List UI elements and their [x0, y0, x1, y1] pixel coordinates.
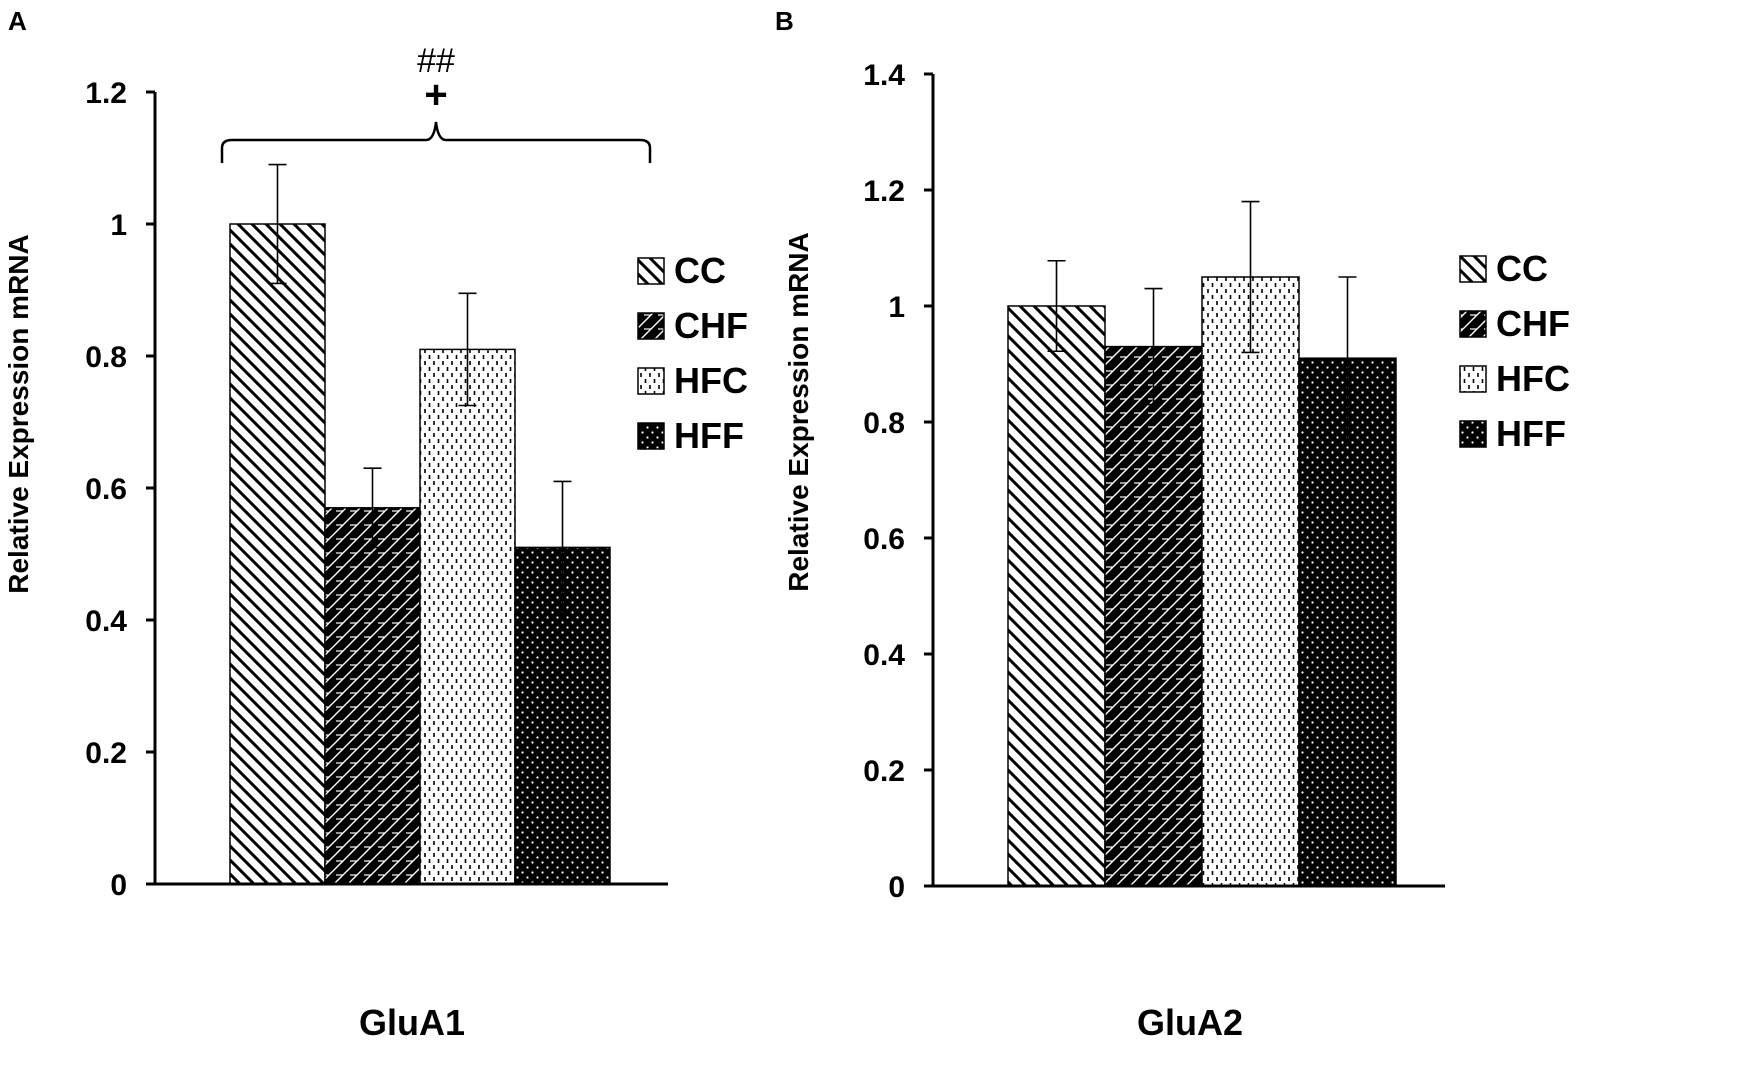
panel-b-legend-swatch-chf	[1459, 310, 1487, 338]
panel-b-y-tick-label: 0.2	[863, 755, 905, 788]
panel-a-y-tick-label: 1.2	[85, 77, 127, 110]
panel-a-legend-swatch-hfc	[637, 367, 665, 395]
panel-a-bar-hfc	[419, 348, 516, 885]
panel-b-legend-label-hfc: HFC	[1496, 358, 1570, 399]
panel-b-y-tick-label: 1.2	[863, 175, 905, 208]
panel-b-category-label: GluA2	[1137, 1002, 1243, 1043]
panel-b-y-tick-label: 0.8	[863, 407, 905, 440]
panel-a-y-tick-label: 0.6	[85, 473, 127, 506]
significance-hash: ##	[417, 42, 455, 80]
panel-b-y-tick-label: 0.6	[863, 523, 905, 556]
panel-b-label: B	[775, 6, 794, 36]
panel-b: B 0 0.2 0.4 0.6 0.8 1 1.2 1.4 Relative Expressi…	[775, 6, 1570, 1043]
panel-b-legend-swatch-cc	[1459, 255, 1487, 283]
panel-b-bar-cc	[1007, 305, 1106, 887]
panel-b-legend-label-cc: CC	[1496, 248, 1548, 289]
panel-a-legend-swatch-chf	[637, 312, 665, 340]
panel-a-legend-label-hff: HFF	[674, 415, 744, 456]
panel-a-y-tick-label: 1	[110, 209, 127, 242]
panel-a-legend: CC CHF HFC HFF	[637, 250, 748, 456]
panel-b-y-tick-label: 1	[888, 291, 905, 324]
panel-b-y-tick-label: 0.4	[863, 639, 905, 672]
significance-plus: +	[424, 73, 447, 117]
panel-a-y-tick-label: 0	[110, 869, 127, 902]
panel-b-plot: 0 0.2 0.4 0.6 0.8 1 1.2 1.4	[863, 59, 1445, 904]
panel-b-y-tick-label: 0	[888, 871, 905, 904]
panel-b-legend-swatch-hfc	[1459, 365, 1487, 393]
panel-b-legend-label-chf: CHF	[1496, 303, 1570, 344]
panel-b-bar-chf	[1104, 345, 1203, 887]
panel-b-ylabel: Relative Expression mRNA	[783, 232, 814, 591]
panel-a-bar-chf	[324, 507, 421, 885]
panel-a-label: A	[8, 6, 27, 36]
panel-a-category-label: GluA1	[359, 1002, 465, 1043]
significance-brace	[220, 121, 652, 163]
panel-a-y-tick-label: 0.8	[85, 341, 127, 374]
panel-a-legend-label-chf: CHF	[674, 305, 748, 346]
panel-a-y-tick-label: 0.2	[85, 737, 127, 770]
panel-a-legend-label-hfc: HFC	[674, 360, 748, 401]
panel-a-legend-swatch-cc	[637, 257, 665, 285]
panel-b-bar-hfc	[1201, 276, 1300, 887]
panel-b-legend-label-hff: HFF	[1496, 413, 1566, 454]
panel-a-bar-cc	[229, 223, 326, 885]
panel-b-legend-swatch-hff	[1459, 420, 1487, 448]
panel-b-legend: CC CHF HFC HFF	[1459, 248, 1570, 454]
panel-a: A 0 0.2 0.4 0.6 0.8 1 1.2 ## + Relative Expres…	[3, 6, 748, 1043]
panel-a-legend-swatch-hff	[637, 422, 665, 450]
panel-a-plot: 0 0.2 0.4 0.6 0.8 1 1.2	[85, 77, 668, 902]
panel-a-legend-label-cc: CC	[674, 250, 726, 291]
panel-a-ylabel: Relative Expression mRNA	[3, 234, 34, 593]
panel-b-y-tick-label: 1.4	[863, 59, 905, 92]
panel-a-y-tick-label: 0.4	[85, 605, 127, 638]
